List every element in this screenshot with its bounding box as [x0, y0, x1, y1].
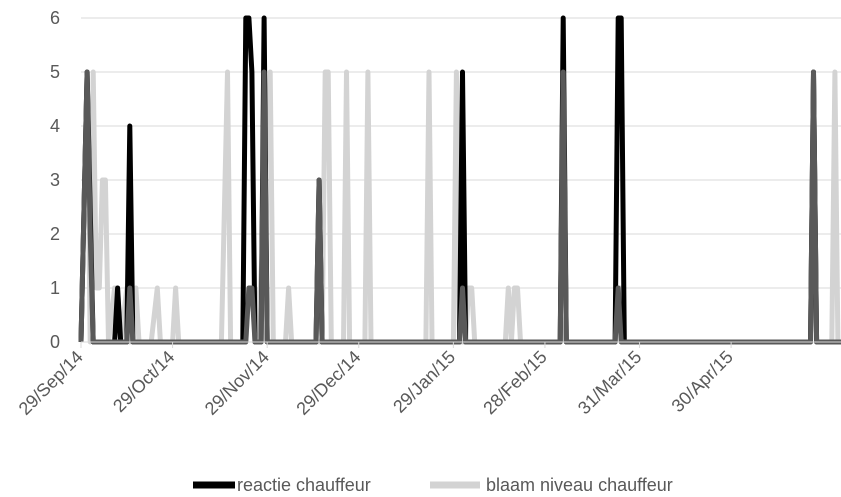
x-tick-label: 29/Oct/14 [109, 347, 178, 416]
x-tick-label: 29/Nov/14 [201, 347, 273, 419]
y-axis: 0 1 2 3 4 5 6 [50, 8, 60, 352]
y-tick-label: 2 [50, 224, 60, 244]
legend: reactie chauffeur blaam niveau chauffeur [193, 475, 673, 495]
x-tick-label: 29/Sep/14 [15, 347, 87, 419]
y-tick-label: 0 [50, 332, 60, 352]
series-line-overlap [78, 69, 841, 345]
legend-label-reactie-chauffeur: reactie chauffeur [237, 475, 371, 495]
y-tick-label: 5 [50, 62, 60, 82]
x-tick-label: 31/Mar/15 [574, 347, 645, 418]
y-tick-label: 3 [50, 170, 60, 190]
x-tick-label: 29/Jan/15 [389, 347, 459, 417]
legend-label-blaam-niveau-chauffeur: blaam niveau chauffeur [486, 475, 673, 495]
x-tick-label: 30/Apr/15 [668, 347, 737, 416]
y-tick-label: 6 [50, 8, 60, 28]
x-axis: 29/Sep/14 29/Oct/14 29/Nov/14 29/Dec/14 29/J… [15, 341, 841, 419]
y-tick-label: 1 [50, 278, 60, 298]
x-tick-label: 29/Dec/14 [292, 347, 364, 419]
x-tick-label: 28/Feb/15 [479, 347, 550, 418]
y-tick-label: 4 [50, 116, 60, 136]
